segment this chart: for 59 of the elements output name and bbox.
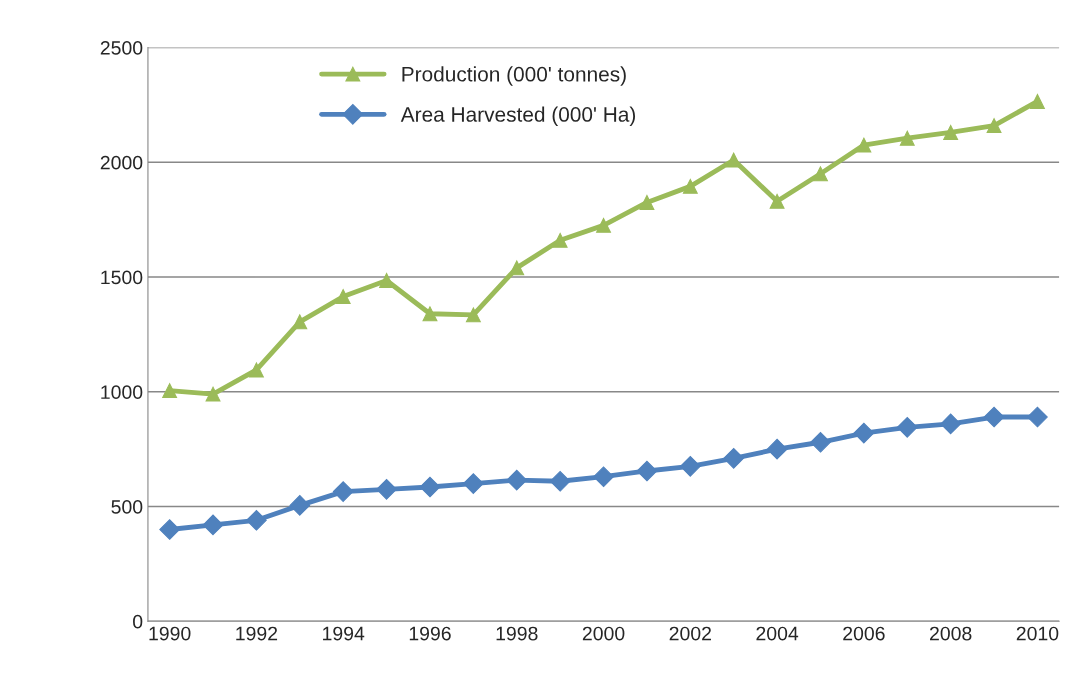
- point: [810, 431, 831, 453]
- point: [682, 178, 698, 194]
- point: [723, 448, 745, 469]
- x-tick-label: 1998: [496, 626, 538, 641]
- x-tick-label: 1990: [149, 626, 191, 641]
- point: [636, 460, 658, 482]
- point: [986, 118, 1002, 134]
- x-tick-label: 2008: [930, 626, 972, 641]
- point: [983, 406, 1005, 428]
- point: [419, 476, 441, 498]
- x-tick-label: 2004: [756, 626, 799, 641]
- point: [162, 383, 178, 399]
- x-tick-label: 2000: [582, 626, 625, 641]
- point: [593, 466, 614, 488]
- point: [292, 314, 308, 330]
- point: [463, 473, 484, 494]
- y-tick-label: 2000: [100, 155, 143, 170]
- point: [856, 137, 872, 153]
- point: [813, 166, 828, 182]
- x-tick-label: 1992: [236, 626, 278, 641]
- point: [549, 470, 571, 492]
- point: [639, 194, 655, 210]
- point: [202, 514, 224, 536]
- point: [422, 306, 438, 322]
- point: [506, 469, 528, 491]
- point: [853, 422, 875, 444]
- point: [596, 217, 611, 233]
- point: [335, 289, 351, 304]
- y-tick-label: 1000: [101, 385, 143, 400]
- x-tick-label: 1996: [409, 626, 451, 641]
- y-tick-label: 1500: [101, 270, 143, 285]
- y-tick-label: 500: [111, 500, 143, 514]
- point: [899, 130, 915, 146]
- point: [552, 232, 568, 248]
- legend-label: Area Harvested (000' Ha): [400, 106, 636, 126]
- point: [766, 438, 788, 460]
- x-tick-label: 1994: [323, 626, 365, 641]
- y-tick-label: 2500: [100, 41, 143, 55]
- point: [248, 362, 264, 378]
- point: [465, 307, 481, 323]
- x-tick-label: 2002: [669, 626, 711, 641]
- point: [1027, 406, 1048, 428]
- point: [205, 386, 221, 402]
- legend-label: Production (000' tonnes): [402, 66, 626, 86]
- point: [769, 193, 785, 209]
- point: [940, 413, 961, 435]
- point: [159, 519, 180, 540]
- point: [246, 509, 267, 531]
- point: [289, 495, 311, 516]
- y-tick-label: 0: [133, 614, 143, 629]
- point: [896, 417, 918, 438]
- point: [679, 456, 701, 477]
- point: [376, 478, 397, 500]
- x-tick-label: 2010: [1016, 626, 1059, 641]
- point: [1029, 94, 1045, 109]
- point: [943, 124, 959, 140]
- point: [509, 260, 525, 276]
- x-tick-label: 2006: [843, 626, 885, 641]
- point: [332, 481, 354, 502]
